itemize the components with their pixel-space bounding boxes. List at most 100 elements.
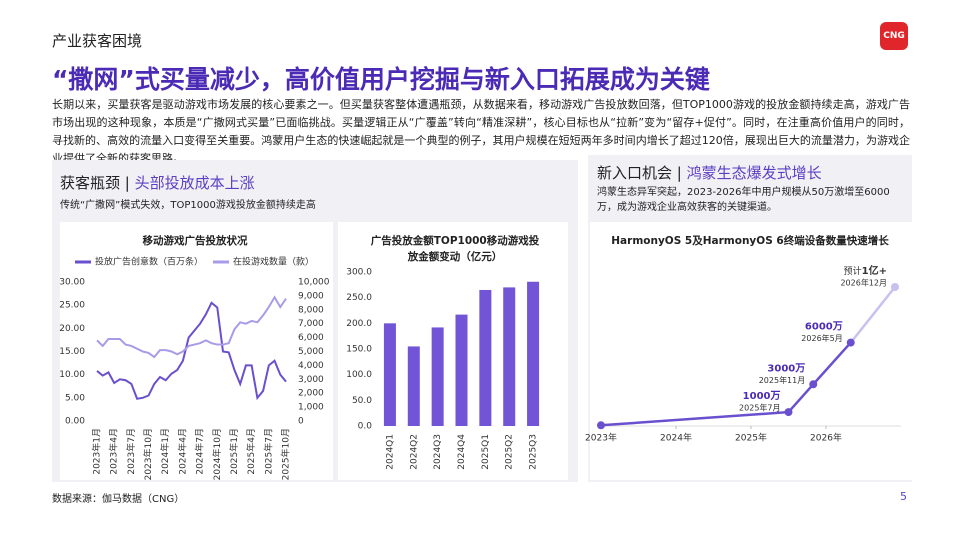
legend-label: 投放广告创意数（百万条） <box>95 256 203 268</box>
page-title: “撒网”式买量减少，高价值用户挖掘与新入口拓展成为关键 <box>52 65 710 94</box>
x-tick-label: 2024Q2 <box>409 434 419 470</box>
heading-label: 新入口机会 | <box>597 164 682 182</box>
x-tick-label: 2024年 <box>660 432 692 444</box>
y-tick-label: 250.0 <box>346 293 372 303</box>
source: 数据来源：伽马数据（CNG） <box>52 494 185 505</box>
heading-highlight: 鸿蒙生态爆发式增长 <box>686 164 822 182</box>
y2-tick-label: 7,000 <box>298 319 324 329</box>
chart-card <box>60 222 333 480</box>
point-date: 2026年12月 <box>840 278 887 288</box>
panel-subtitle: 鸿蒙生态异军突起，2023-2026年中用户规模从50万激增至6000万，成为游… <box>597 187 890 213</box>
y-tick-label: 50.0 <box>352 396 372 406</box>
x-tick-label: 2023年 <box>585 432 617 444</box>
x-tick-label: 2024年1月 <box>159 428 171 475</box>
point <box>597 421 605 430</box>
y-tick-label: 0.0 <box>358 422 373 432</box>
panel-subtitle: 传统“广撒网”模式失效，TOP1000游戏投放金额持续走高 <box>60 200 316 211</box>
point <box>846 338 855 347</box>
x-tick-label: 2026年 <box>810 432 842 444</box>
y2-tick-label: 1,000 <box>298 403 324 413</box>
y2-tick-label: 10,000 <box>298 278 330 288</box>
logo: CNG <box>880 22 908 50</box>
x-tick-label: 2025年7月 <box>262 428 274 475</box>
y2-tick-label: 5,000 <box>298 347 324 357</box>
x-tick-label: 2024Q1 <box>385 434 395 470</box>
y2-tick-label: 6,000 <box>298 333 324 343</box>
heading-label: 获客瓶颈 | <box>60 174 130 192</box>
value-label: 1000万 <box>743 390 781 402</box>
y2-tick-label: 3,000 <box>298 375 324 385</box>
point-date: 2025年11月 <box>759 375 806 385</box>
y-tick-label: 300.0 <box>346 268 372 278</box>
page-number: 5 <box>900 490 907 503</box>
value-text: 6000万 <box>805 321 843 333</box>
bar <box>479 289 492 426</box>
bar <box>455 314 468 426</box>
point <box>891 283 899 291</box>
line-series <box>96 301 287 401</box>
x-tick-label: 2024年7月 <box>194 428 206 475</box>
x-tick-label: 2025年4月 <box>245 428 257 475</box>
section-title: 产业获客困境 <box>52 32 143 50</box>
chart-title: 广告投放金额TOP1000移动游戏投放金额变动（亿元） <box>370 235 540 263</box>
y2-tick-label: 9,000 <box>298 291 324 301</box>
y2-tick-label: 2,000 <box>298 389 324 399</box>
y2-tick-label: 4,000 <box>298 361 324 371</box>
value-text: 3000万 <box>767 362 805 374</box>
forecast-segment <box>849 286 896 344</box>
panel-heading: 获客瓶颈 | 头部投放成本上涨 <box>60 172 255 193</box>
x-tick-label: 2024Q4 <box>457 434 467 470</box>
panel-heading: 新入口机会 | 鸿蒙生态爆发式增长 <box>597 162 822 183</box>
bar <box>383 323 396 426</box>
x-tick-label: 2025年10月 <box>280 428 292 480</box>
y-tick-label: 30.00 <box>59 278 85 288</box>
value-label: 6000万 <box>805 321 843 333</box>
value-label: 3000万 <box>767 362 805 374</box>
chart-card <box>590 222 912 480</box>
y-tick-label: 150.0 <box>346 345 372 355</box>
chart-title: 移动游戏广告投放状况 <box>142 235 248 247</box>
point-note: 预计 <box>844 265 862 277</box>
bar <box>503 287 516 426</box>
point <box>784 408 793 417</box>
x-tick-label: 2023年7月 <box>125 428 137 475</box>
line-series <box>600 341 852 427</box>
bar <box>527 281 540 426</box>
y-tick-label: 25.00 <box>59 301 85 311</box>
heading-highlight: 头部投放成本上涨 <box>134 174 255 192</box>
x-tick-label: 2024Q3 <box>433 434 443 470</box>
y-tick-label: 100.0 <box>346 370 372 380</box>
x-tick-label: 2023年10月 <box>142 428 154 480</box>
x-tick-label: 2025Q3 <box>529 434 539 470</box>
y-tick-label: 15.00 <box>59 347 85 357</box>
y-tick-label: 10.00 <box>59 370 85 380</box>
chart-title: HarmonyOS 5及HarmonyOS 6终端设备数量快速增长 <box>611 235 889 247</box>
point <box>809 380 818 389</box>
value-text: 1000万 <box>743 390 781 402</box>
x-tick-label: 2024年4月 <box>176 428 188 475</box>
bar <box>407 346 420 426</box>
y-tick-label: 0.00 <box>65 417 85 427</box>
intro: 长期以来，买量获客是驱动游戏市场发展的核心要素之一。但买量获客整体遭遇瓶颈，从数… <box>52 98 910 165</box>
x-tick-label: 2025Q2 <box>505 434 515 470</box>
x-tick-label: 2025Q1 <box>481 434 491 470</box>
x-tick-label: 2025年 <box>735 432 767 444</box>
value-text: 1亿+ <box>862 264 887 277</box>
line-series <box>96 295 287 359</box>
point-date: 2026年5月 <box>801 333 842 343</box>
y-tick-label: 5.00 <box>65 393 85 403</box>
y2-tick-label: 8,000 <box>298 305 324 315</box>
y-tick-label: 20.00 <box>59 324 85 334</box>
x-tick-label: 2023年1月 <box>91 428 103 475</box>
legend-label: 在投游戏数量（款） <box>233 256 314 268</box>
y2-tick-label: 0 <box>298 417 304 427</box>
bar <box>431 327 444 426</box>
value-label: 预计1亿+ <box>844 264 887 277</box>
point-date: 2025年7月 <box>739 403 780 413</box>
x-tick-label: 2024年10月 <box>211 428 223 480</box>
y-tick-label: 200.0 <box>346 319 372 329</box>
x-tick-label: 2023年4月 <box>108 428 120 475</box>
x-tick-label: 2025年1月 <box>228 428 240 475</box>
